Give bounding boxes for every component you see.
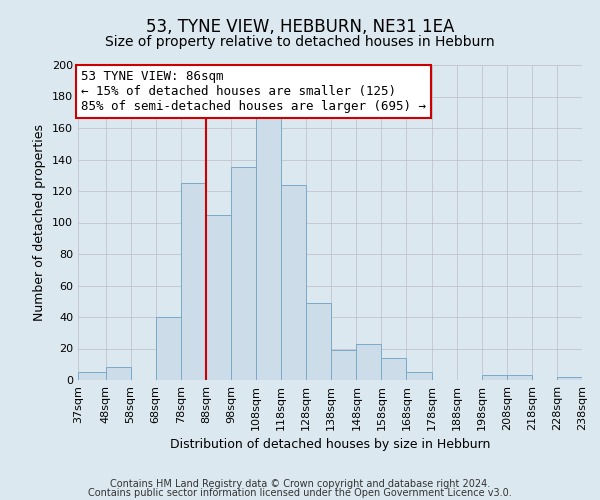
Text: 53, TYNE VIEW, HEBBURN, NE31 1EA: 53, TYNE VIEW, HEBBURN, NE31 1EA [146, 18, 454, 36]
Bar [557, 377, 582, 380]
Y-axis label: Number of detached properties: Number of detached properties [34, 124, 46, 321]
Bar [482, 376, 507, 380]
Bar [206, 214, 231, 380]
Bar [181, 183, 206, 380]
Bar [507, 376, 532, 380]
Text: Contains public sector information licensed under the Open Government Licence v3: Contains public sector information licen… [88, 488, 512, 498]
Bar [406, 372, 431, 380]
Bar [78, 372, 106, 380]
Bar [281, 184, 306, 380]
Bar [306, 303, 331, 380]
Text: 53 TYNE VIEW: 86sqm
← 15% of detached houses are smaller (125)
85% of semi-detac: 53 TYNE VIEW: 86sqm ← 15% of detached ho… [80, 70, 425, 112]
Bar [106, 368, 131, 380]
Bar [331, 350, 356, 380]
Text: Size of property relative to detached houses in Hebburn: Size of property relative to detached ho… [105, 35, 495, 49]
Text: Contains HM Land Registry data © Crown copyright and database right 2024.: Contains HM Land Registry data © Crown c… [110, 479, 490, 489]
Bar [256, 116, 281, 380]
Bar [356, 344, 382, 380]
Bar [156, 317, 181, 380]
Bar [231, 168, 256, 380]
Bar [382, 358, 406, 380]
X-axis label: Distribution of detached houses by size in Hebburn: Distribution of detached houses by size … [170, 438, 490, 452]
